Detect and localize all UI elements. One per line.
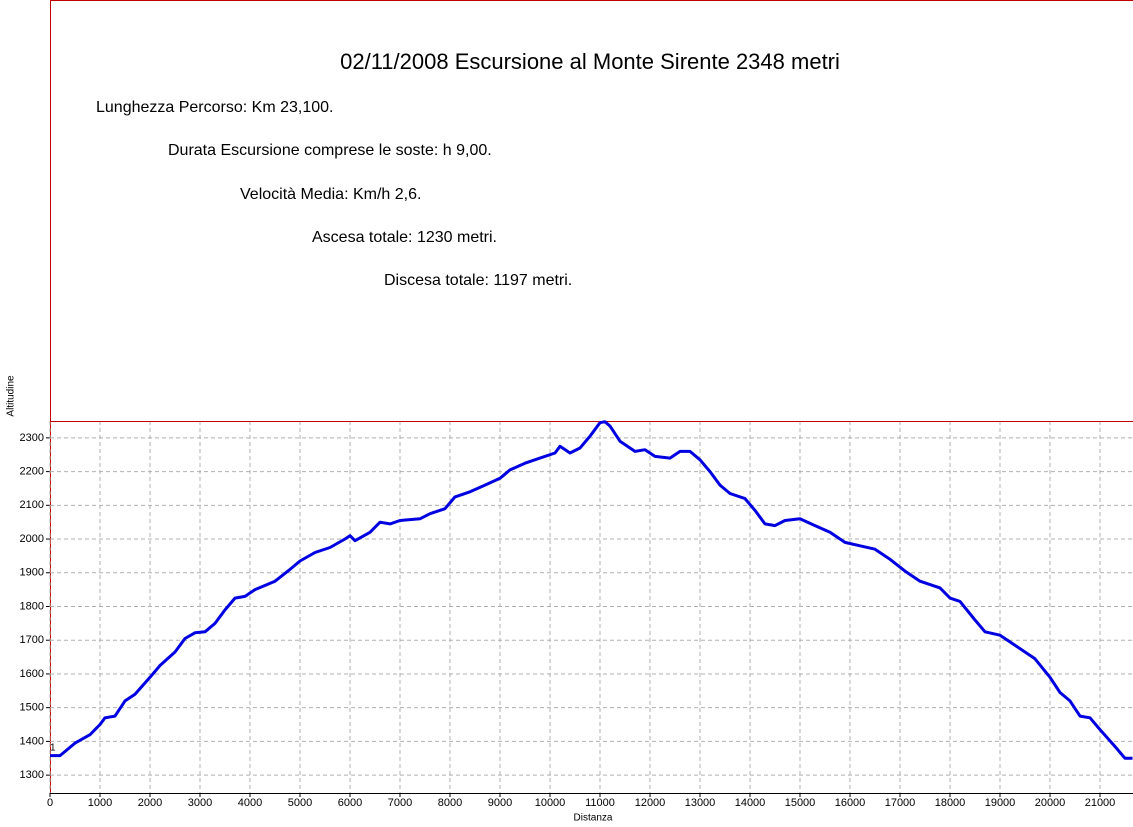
x-tick-label: 18000 [935, 797, 966, 809]
x-tick-label: 3000 [188, 797, 212, 809]
x-tick-label: 8000 [438, 797, 462, 809]
x-tick-label: 12000 [635, 797, 666, 809]
x-tick-label: 20000 [1035, 797, 1066, 809]
x-tick-label: 19000 [985, 797, 1016, 809]
x-tick-label: 5000 [288, 797, 312, 809]
x-tick-label: 17000 [885, 797, 916, 809]
annotation: Lunghezza Percorso: Km 23,100. [96, 99, 333, 116]
x-tick-label: 16000 [835, 797, 866, 809]
x-axis-label: Distanza [574, 813, 613, 824]
x-tick-label: 9000 [488, 797, 512, 809]
annotation: Discesa totale: 1197 metri. [384, 272, 572, 289]
elevation-line [50, 420, 1133, 760]
x-tick-label: 0 [47, 797, 53, 809]
y-tick-label: 1900 [20, 567, 44, 579]
y-tick-label: 2300 [20, 432, 44, 444]
annotation: Ascesa totale: 1230 metri. [312, 229, 497, 246]
y-axis-label: Altitudine [6, 375, 17, 417]
y-tick-label: 2000 [20, 533, 44, 545]
y-tick-label: 2100 [20, 499, 44, 511]
x-tick-label: 11000 [585, 797, 615, 809]
y-tick-label: 1400 [20, 735, 44, 747]
y-tick-label: 1300 [20, 769, 44, 781]
x-tick-label: 4000 [238, 797, 262, 809]
y-tick-label: 1500 [20, 702, 44, 714]
y-tick-label: 2200 [20, 465, 44, 477]
annotation: Durata Escursione comprese le soste: h 9… [168, 142, 492, 159]
y-tick-label: 1800 [20, 600, 44, 612]
annotation: Velocità Media: Km/h 2,6. [240, 186, 421, 203]
x-tick-label: 15000 [785, 797, 816, 809]
x-tick-label: 10000 [535, 797, 566, 809]
x-tick-label: 13000 [685, 797, 716, 809]
x-tick-label: 21000 [1085, 797, 1116, 809]
x-tick-label: 14000 [735, 797, 766, 809]
x-tick-label: 7000 [388, 797, 412, 809]
marker-label: 1 [50, 743, 56, 754]
chart-title: 02/11/2008 Escursione al Monte Sirente 2… [340, 49, 840, 74]
x-tick-label: 1000 [88, 797, 112, 809]
y-tick-label: 1600 [20, 668, 44, 680]
x-tick-label: 6000 [338, 797, 362, 809]
y-tick-label: 1700 [20, 634, 44, 646]
x-tick-label: 2000 [138, 797, 162, 809]
